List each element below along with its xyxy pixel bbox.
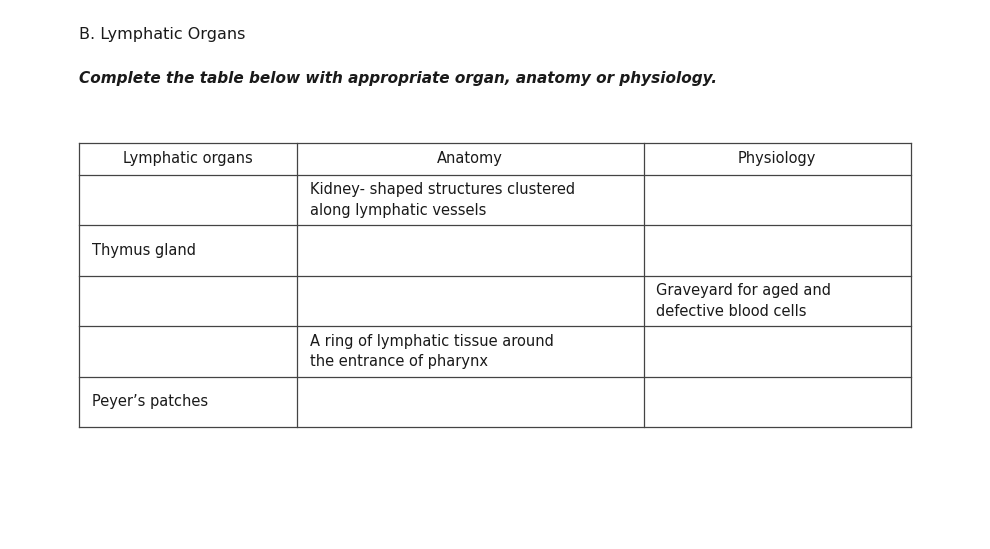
Text: Complete the table below with appropriate organ, anatomy or physiology.: Complete the table below with appropriat… [79,71,717,86]
Text: Graveyard for aged and
defective blood cells: Graveyard for aged and defective blood c… [656,283,832,318]
Text: Anatomy: Anatomy [438,151,503,166]
Text: Thymus gland: Thymus gland [92,243,196,258]
Text: Lymphatic organs: Lymphatic organs [123,151,253,166]
Text: Physiology: Physiology [738,151,817,166]
Text: Kidney- shaped structures clustered
along lymphatic vessels: Kidney- shaped structures clustered alon… [310,182,575,217]
Text: B. Lymphatic Organs: B. Lymphatic Organs [79,27,246,42]
Text: A ring of lymphatic tissue around
the entrance of pharynx: A ring of lymphatic tissue around the en… [310,334,553,369]
Text: Peyer’s patches: Peyer’s patches [92,394,208,410]
